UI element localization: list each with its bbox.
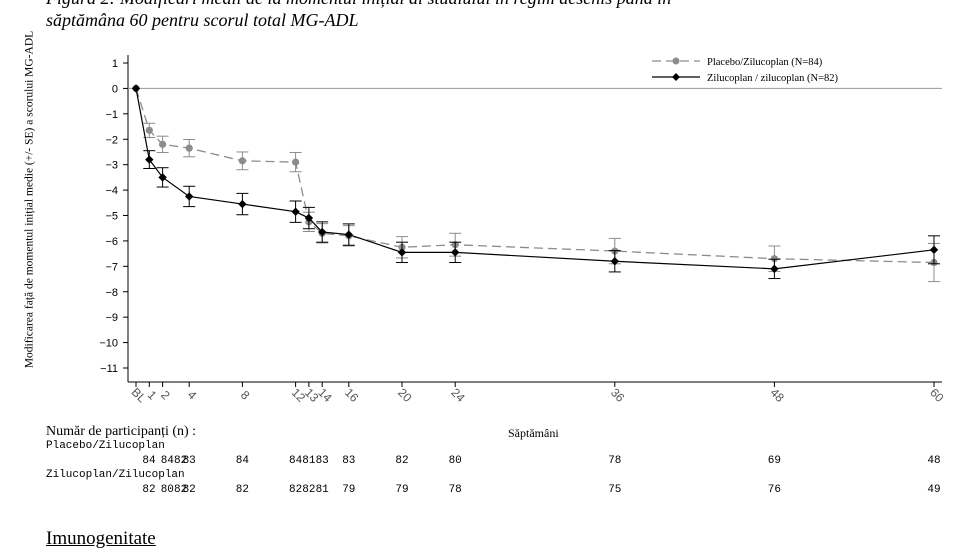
y-tick-label: −2 — [105, 134, 118, 146]
participant-count: 83 — [342, 455, 356, 467]
participant-count: 82 — [173, 455, 188, 467]
participant-count: 81 — [302, 455, 316, 467]
data-point-zilucoplan — [397, 248, 407, 257]
legend-label: Placebo/Zilucoplan (N=84) — [707, 57, 823, 68]
participant-count: 79 — [342, 484, 356, 496]
legend-label: Zilucoplan / zilucoplan (N=82) — [707, 73, 839, 84]
data-point-zilucoplan — [318, 227, 327, 237]
participant-count: 80 — [448, 455, 462, 467]
data-point-zilucoplan — [131, 84, 141, 93]
figure-title-line-2: săptămâna 60 pentru scorul total MG-ADL — [46, 10, 359, 30]
participant-count: 76 — [767, 484, 781, 496]
data-point-placebo — [770, 255, 779, 263]
section-heading-immunogenicity: Imunogenitate — [46, 528, 156, 549]
series-line-zilucoplan — [135, 88, 935, 270]
participant-count: 82 — [173, 484, 188, 496]
data-point-zilucoplan — [451, 248, 460, 257]
participant-count: 84 — [142, 455, 156, 467]
x-axis-label: Săptămâni — [508, 426, 559, 440]
participant-count: 82 — [235, 484, 249, 496]
figure-title-line-1: Figura 2: Modificări medii de la momentu… — [46, 0, 671, 9]
participant-count: 83 — [315, 455, 329, 467]
participant-count: 78 — [448, 484, 462, 496]
data-point-placebo — [145, 126, 153, 134]
participant-count: 69 — [767, 455, 781, 467]
y-tick-label: −4 — [105, 185, 118, 197]
data-point-zilucoplan — [238, 199, 247, 209]
participants-group-name: Zilucoplan/Zilucoplan — [46, 469, 185, 481]
participant-count: 81 — [315, 484, 329, 496]
data-point-zilucoplan — [770, 264, 779, 274]
participant-count: 79 — [395, 484, 409, 496]
legend-marker — [672, 73, 680, 81]
y-tick-label: −7 — [105, 261, 118, 273]
participant-count: 82 — [182, 484, 196, 496]
participant-count: 48 — [927, 455, 941, 467]
data-point-placebo — [159, 140, 167, 148]
participant-count: 82 — [142, 484, 156, 496]
participant-count: 82 — [302, 484, 316, 496]
data-point-zilucoplan — [610, 257, 619, 266]
data-point-placebo — [185, 144, 193, 152]
participant-count: 84 — [235, 455, 249, 467]
participant-count: 78 — [608, 455, 622, 467]
participants-table-header: Număr de participanți (n) : — [46, 424, 197, 439]
data-point-zilucoplan — [291, 207, 300, 216]
y-tick-label: −10 — [99, 338, 118, 350]
legend-marker — [672, 57, 680, 65]
data-point-zilucoplan — [929, 245, 939, 255]
y-tick-label: −3 — [105, 160, 118, 172]
y-tick-label: −9 — [105, 312, 118, 324]
y-tick-label: −6 — [105, 236, 118, 248]
data-point-zilucoplan — [304, 213, 314, 223]
participant-count: 84 — [160, 455, 174, 467]
participant-count: 80 — [160, 484, 174, 496]
data-point-zilucoplan — [158, 173, 167, 182]
data-point-zilucoplan — [185, 192, 194, 201]
data-point-placebo — [292, 158, 300, 166]
series-line-placebo — [135, 88, 935, 264]
participant-count: 75 — [608, 484, 622, 496]
participant-count: 84 — [288, 455, 303, 467]
data-point-placebo — [238, 157, 246, 165]
y-tick-label: −5 — [105, 211, 118, 223]
data-point-zilucoplan — [145, 155, 154, 164]
participant-count: 82 — [288, 484, 303, 496]
participant-count: 82 — [395, 455, 409, 467]
y-tick-label: −11 — [100, 363, 118, 375]
y-tick-label: −8 — [105, 287, 118, 299]
y-tick-label: 1 — [112, 58, 118, 70]
participants-group-name: Placebo/Zilucoplan — [46, 440, 165, 452]
data-point-zilucoplan — [344, 230, 353, 239]
participant-count: 49 — [927, 484, 941, 496]
y-tick-label: 0 — [112, 83, 118, 95]
participant-count: 83 — [182, 455, 196, 467]
y-tick-label: −1 — [105, 109, 118, 121]
